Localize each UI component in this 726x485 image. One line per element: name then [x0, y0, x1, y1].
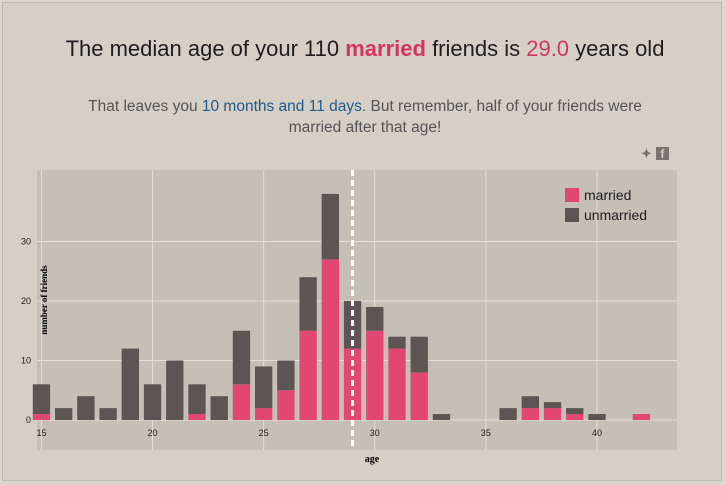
time-left-value: 10 months and 11 days — [201, 98, 362, 115]
legend-label-married: married — [584, 187, 632, 203]
bar-married — [543, 408, 562, 420]
subtitle: That leaves you 10 months and 11 days. B… — [60, 96, 670, 138]
legend: married unmarried — [565, 185, 647, 225]
y-tick-label: 10 — [21, 356, 31, 366]
headline-text: The median age of your 110 — [65, 36, 346, 61]
bar-unmarried — [99, 408, 117, 420]
bar-married — [188, 414, 206, 420]
bar-unmarried — [521, 396, 539, 409]
bars — [32, 193, 651, 420]
x-tick-label: 25 — [259, 428, 269, 438]
bar-married — [410, 372, 428, 420]
bar-unmarried — [321, 193, 339, 260]
bar-unmarried — [166, 360, 184, 420]
share-buttons: ✦ f — [641, 145, 677, 161]
bar-unmarried — [188, 384, 206, 415]
bar-unmarried — [388, 336, 406, 349]
legend-item-married: married — [565, 185, 647, 205]
legend-swatch-married — [565, 188, 579, 202]
x-axis-label: age — [365, 454, 380, 465]
bar-married — [632, 414, 651, 420]
bar-unmarried — [432, 414, 451, 420]
y-tick-label: 0 — [26, 415, 31, 425]
bar-married — [521, 408, 539, 420]
headline-highlight: married — [345, 36, 426, 61]
y-tick-label: 20 — [21, 296, 31, 306]
bar-married — [388, 348, 406, 420]
bar-unmarried — [499, 408, 517, 420]
bar-married — [321, 259, 339, 420]
bar-unmarried — [410, 336, 428, 373]
x-tick-label: 35 — [481, 428, 491, 438]
legend-item-unmarried: unmarried — [565, 205, 647, 225]
facebook-icon[interactable]: f — [655, 147, 669, 161]
bar-unmarried — [121, 348, 139, 420]
bar-unmarried — [277, 360, 295, 391]
x-axis: 15 20 25 30 35 40 — [36, 428, 602, 438]
bar-unmarried — [143, 384, 162, 420]
bar-married — [232, 384, 251, 420]
legend-swatch-unmarried — [565, 208, 579, 222]
x-tick-label: 40 — [592, 428, 602, 438]
x-tick-label: 20 — [148, 428, 158, 438]
headline-text: friends is — [425, 36, 527, 61]
bar-unmarried — [232, 330, 251, 385]
bar-unmarried — [543, 402, 562, 409]
bar-unmarried — [210, 396, 228, 420]
bar-married — [299, 330, 317, 420]
bar-unmarried — [588, 414, 606, 420]
headline: The median age of your 110 married frien… — [40, 35, 690, 62]
legend-label-unmarried: unmarried — [584, 207, 648, 223]
headline-text: years old — [569, 36, 665, 61]
bar-unmarried — [366, 306, 384, 331]
bar-unmarried — [32, 384, 51, 415]
subtitle-text: That leaves you — [88, 98, 202, 115]
bar-unmarried — [566, 408, 584, 415]
bar-married — [277, 390, 295, 420]
subtitle-text: . But remember, half of your friends wer… — [288, 98, 642, 136]
median-age-value: 29.0 — [526, 36, 570, 61]
y-axis: 0 10 20 30 — [21, 237, 31, 426]
bar-married — [255, 408, 273, 420]
x-tick-label: 15 — [36, 428, 46, 438]
bar-married — [566, 414, 584, 420]
bar-married — [32, 414, 51, 420]
bar-married — [366, 330, 384, 420]
bar-unmarried — [55, 408, 73, 420]
x-tick-label: 30 — [370, 428, 380, 438]
bar-unmarried — [299, 277, 317, 331]
twitter-icon[interactable]: ✦ — [641, 146, 652, 161]
bar-unmarried — [77, 396, 95, 420]
bar-unmarried — [255, 366, 273, 409]
y-tick-label: 30 — [21, 237, 31, 247]
y-axis-label: number of friends — [39, 265, 49, 335]
